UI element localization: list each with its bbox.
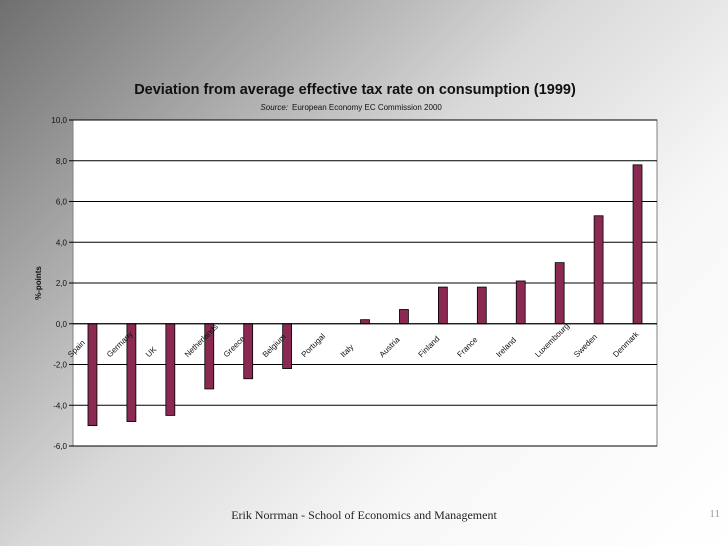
chart-title: Deviation from average effective tax rat…: [134, 82, 576, 98]
footer-text: Erik Norrman - School of Economics and M…: [231, 508, 497, 522]
bar-spain: [87, 323, 98, 427]
bar-belgium: [282, 323, 293, 369]
chart-source: Source: European Economy EC Commission 2…: [260, 103, 442, 112]
bar-finland: [437, 286, 448, 325]
y-tick-label: -2,0: [53, 361, 67, 370]
y-tick-label: -4,0: [53, 401, 67, 410]
bar-denmark: [632, 164, 643, 325]
source-label: Source:: [260, 103, 288, 112]
y-tick-label: 10,0: [51, 116, 67, 125]
y-tick-label: 8,0: [56, 157, 68, 166]
y-tick-label: -6,0: [53, 442, 67, 451]
y-tick-label: 2,0: [56, 279, 68, 288]
bar-greece: [243, 323, 254, 380]
bar-uk: [165, 323, 176, 416]
page-number: 11: [709, 508, 720, 520]
y-tick-label: 0,0: [56, 320, 68, 329]
bar-sweden: [593, 215, 604, 325]
y-axis-ticks: 10,0 8,0 6,0 4,0 2,0 0,0 -2,0 -4,0 -6,0: [51, 116, 73, 451]
y-tick-label: 6,0: [56, 198, 68, 207]
y-tick-label: 4,0: [56, 238, 68, 247]
bar-france: [476, 286, 487, 325]
source-text: European Economy EC Commission 2000: [292, 103, 442, 112]
bars: [73, 164, 657, 427]
bar-ireland: [515, 280, 526, 325]
y-axis-label: %-points: [34, 266, 43, 300]
bar-luxembourg: [554, 262, 565, 325]
bar-austria: [399, 309, 409, 325]
bar-italy: [360, 319, 370, 325]
